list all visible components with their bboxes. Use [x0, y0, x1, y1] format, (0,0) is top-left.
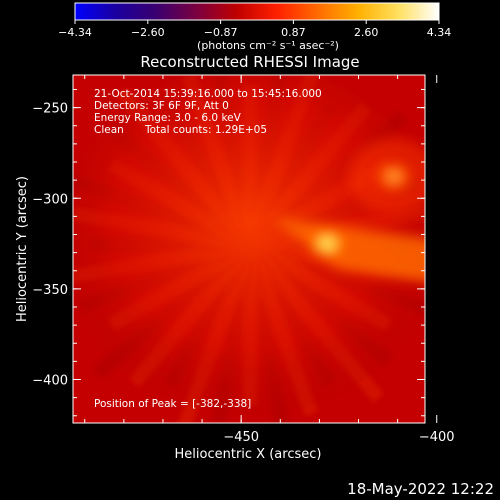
footpoint-halo: [348, 138, 425, 215]
colorbar-bar: [74, 2, 440, 21]
info-time-range: 21-Oct-2014 15:39:16.000 to 15:45:16.000: [94, 88, 322, 100]
source-loop-right-peak: [473, 247, 500, 287]
y-tick-label: −250: [32, 102, 68, 117]
info-counts: Total counts: 1.29E+05: [144, 124, 267, 136]
source-loop-left: [303, 225, 351, 262]
colorbar-tick-label: −4.34: [58, 26, 92, 39]
info-method: Clean: [94, 124, 124, 136]
peak-position-label: Position of Peak = [-382,-338]: [94, 398, 251, 410]
x-axis-label: Heliocentric X (arcsec): [175, 447, 322, 462]
colorbar-ticks: −4.34 −2.60 −0.87 0.87 2.60 4.34: [58, 20, 451, 39]
y-axis-label: Heliocentric Y (arcsec): [15, 176, 30, 322]
info-detectors: Detectors: 3F 6F 9F, Att 0: [94, 100, 229, 112]
plot-timestamp: 18-May-2022 12:22: [347, 480, 494, 498]
colorbar-tick-label: −0.87: [204, 26, 238, 39]
info-block: 21-Oct-2014 15:39:16.000 to 15:45:16.000…: [94, 88, 322, 136]
colorbar-tick-label: 0.87: [281, 26, 306, 39]
plot-frame: [72, 74, 426, 424]
x-tick-label: −400: [419, 430, 455, 445]
y-tick-label: −350: [32, 283, 68, 298]
y-axis: −250 −300 −350 −400: [32, 89, 425, 417]
x-tick-label: −450: [223, 430, 259, 445]
colorbar-tick-label: 4.34: [427, 26, 452, 39]
colorbar-tick-label: −2.60: [131, 26, 165, 39]
emission-sources: [272, 138, 500, 287]
y-tick-label: −400: [32, 374, 68, 389]
plot-title: Reconstructed RHESSI Image: [140, 53, 359, 71]
colorbar-tick-label: 2.60: [354, 26, 379, 39]
source-haze: [73, 75, 425, 415]
y-tick-label: −300: [32, 192, 68, 207]
colorbar-unit-label: (photons cm⁻² s⁻¹ asec⁻²): [197, 39, 339, 52]
info-energy: Energy Range: 3.0 - 6.0 keV: [94, 112, 242, 124]
rhessi-image: [73, 75, 500, 423]
colorbar: −4.34 −2.60 −0.87 0.87 2.60 4.34 (photons cm⁻…: [58, 2, 451, 52]
x-axis: −450−400−350: [84, 75, 455, 445]
